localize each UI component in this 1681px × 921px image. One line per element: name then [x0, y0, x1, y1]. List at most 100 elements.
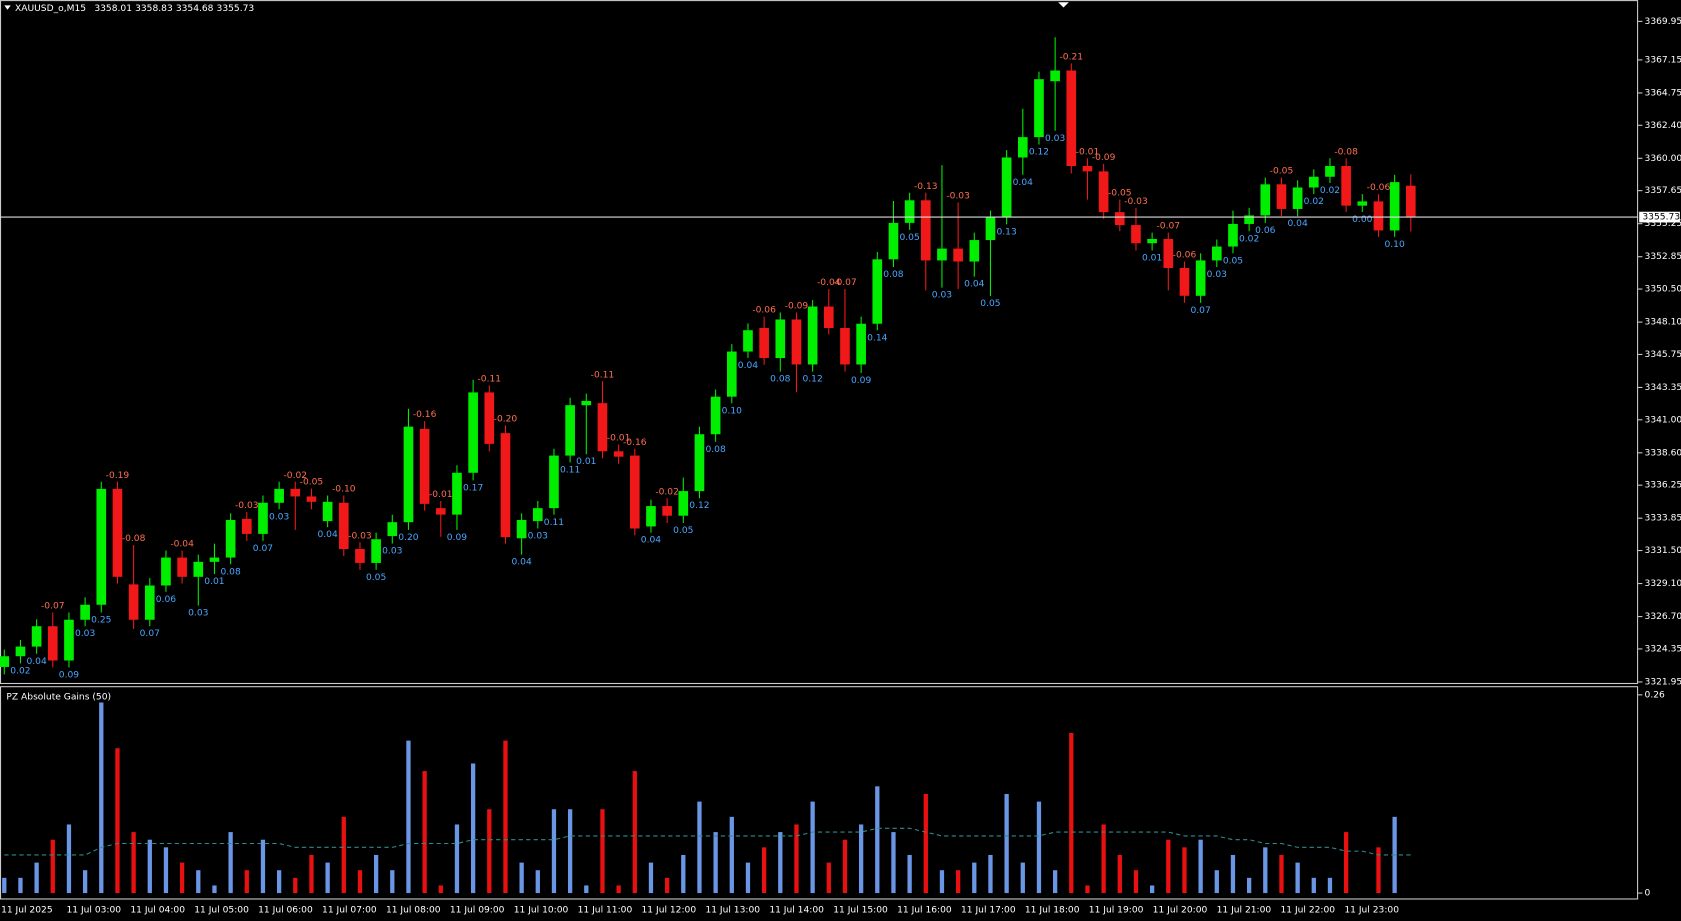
gain-label: 0.08 — [883, 270, 903, 280]
candle-body — [322, 501, 333, 522]
gain-bar — [567, 809, 573, 894]
header-high: 3358.83 — [135, 4, 173, 14]
gain-label: -0.07 — [41, 602, 65, 612]
current-price-label: 3355.73 — [1642, 213, 1680, 223]
gain-label: -0.02 — [284, 471, 308, 481]
gain-bar — [972, 862, 977, 894]
candle-body — [403, 426, 414, 523]
candle-body — [484, 392, 495, 444]
candle-body — [953, 248, 963, 262]
gain-bar — [713, 832, 718, 894]
gain-label: 0.03 — [528, 532, 548, 542]
gain-bar — [584, 885, 589, 894]
gain-label: 0.04 — [26, 657, 46, 667]
candle-body — [969, 240, 980, 262]
gain-label: 0.04 — [641, 536, 661, 546]
gain-label: -0.09 — [785, 302, 809, 312]
gain-bar — [858, 824, 864, 894]
candle-body — [96, 488, 107, 605]
candle-body — [710, 396, 721, 435]
gain-bar — [1101, 824, 1106, 894]
candle-body — [1292, 187, 1303, 209]
candle-body — [435, 508, 446, 515]
gain-label: 0.04 — [511, 558, 531, 568]
x-tick-label: 11 Jul 09:00 — [450, 906, 505, 916]
gain-label: -0.03 — [348, 531, 372, 541]
candle-body — [1228, 223, 1238, 247]
gain-label: -0.06 — [752, 306, 776, 316]
gain-label: -0.20 — [494, 414, 518, 424]
gain-label: -0.10 — [332, 485, 356, 495]
candle-body — [613, 451, 624, 457]
gain-label: 0.03 — [1045, 134, 1065, 144]
candle-body — [1017, 137, 1028, 158]
candle-body — [1001, 157, 1012, 218]
candle-body — [1034, 79, 1044, 138]
y-tick-label: 3345.75 — [1645, 350, 1681, 360]
gain-label: 0.12 — [689, 501, 709, 511]
menu-triangle — [4, 5, 11, 10]
candle-body — [1131, 225, 1141, 244]
candle-body — [371, 539, 381, 563]
shift-marker — [1058, 2, 1069, 8]
gain-bar — [212, 885, 217, 894]
y-tick-label: 3333.85 — [1645, 514, 1681, 524]
x-tick-label: 11 Jul 03:00 — [66, 906, 121, 916]
gain-bar — [503, 740, 508, 894]
gain-bar — [826, 862, 831, 894]
gain-bar — [228, 832, 233, 894]
gain-label: 0.03 — [269, 512, 289, 522]
gain-label: 0.11 — [560, 465, 580, 475]
x-tick-label: 11 Jul 2025 — [1, 906, 53, 916]
candle-body — [225, 519, 236, 558]
header-open: 3358.01 — [94, 4, 132, 14]
average-line — [4, 827, 1411, 856]
gain-label: -0.11 — [591, 370, 615, 380]
x-tick-label: 11 Jul 05:00 — [194, 906, 249, 916]
candle-body — [64, 619, 74, 661]
gain-bar — [1085, 885, 1090, 894]
y-tick-label: 0.26 — [1645, 690, 1665, 700]
gain-label: -0.02 — [655, 487, 679, 497]
gain-label: 0.03 — [188, 609, 208, 619]
price-panel — [0, 0, 1639, 685]
gain-bar — [1182, 847, 1187, 894]
x-tick-label: 11 Jul 11:00 — [578, 906, 633, 916]
gain-bar — [1263, 847, 1268, 894]
gain-bar — [1117, 854, 1122, 894]
gain-label: 0.01 — [204, 577, 224, 587]
gain-bar — [1376, 847, 1381, 894]
gain-bar — [1295, 862, 1300, 894]
gain-bar — [357, 870, 363, 894]
candle-body — [1098, 171, 1109, 213]
x-tick-label: 11 Jul 17:00 — [961, 906, 1016, 916]
candle-body — [80, 604, 90, 620]
gain-bar — [988, 854, 993, 894]
candle-body — [47, 626, 58, 661]
candle-body — [581, 400, 592, 406]
gain-label: 0.03 — [932, 291, 952, 301]
candle-body — [290, 488, 301, 497]
gain-label: 0.03 — [75, 629, 95, 639]
gain-bar — [842, 839, 848, 894]
x-tick-label: 11 Jul 06:00 — [258, 906, 313, 916]
candle-body — [856, 323, 866, 365]
y-tick-label: 3362.40 — [1645, 121, 1681, 131]
y-tick-label: 3326.70 — [1645, 612, 1681, 622]
gain-label: 0.17 — [463, 483, 483, 493]
gain-label: -0.01 — [1076, 147, 1100, 157]
x-tick-label: 11 Jul 15:00 — [833, 906, 888, 916]
gain-label: 0.07 — [253, 544, 273, 554]
gain-label: -0.05 — [1108, 189, 1132, 199]
candle-body — [209, 557, 220, 562]
gain-label: 0.09 — [447, 533, 467, 543]
header-low: 3354.68 — [176, 4, 214, 14]
gain-label: -0.03 — [235, 501, 259, 511]
candle-body — [985, 217, 996, 241]
y-tick-label: 3321.95 — [1645, 677, 1681, 687]
gain-label: 0.07 — [1190, 306, 1210, 316]
gain-bar — [1343, 832, 1349, 894]
candle-body — [1308, 176, 1319, 188]
gain-label: 0.09 — [851, 376, 871, 386]
